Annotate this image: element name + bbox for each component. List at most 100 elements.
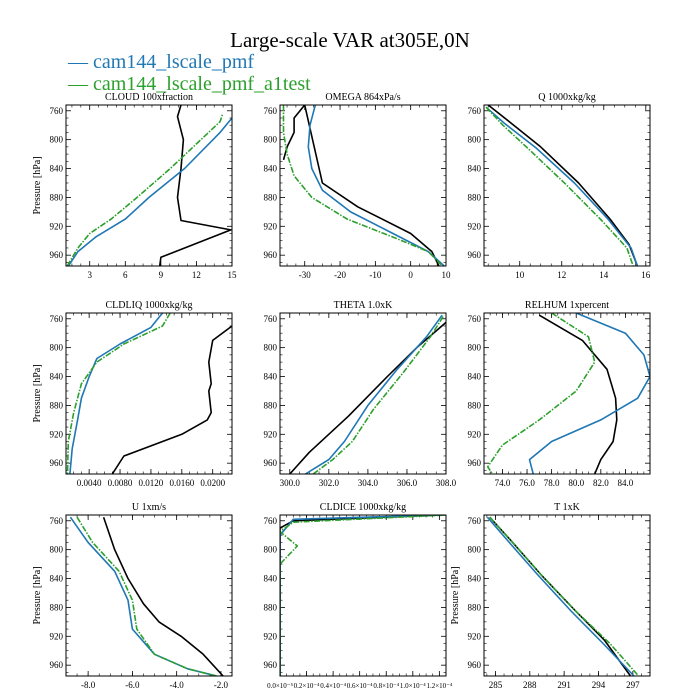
x-tick-label: 76.0 <box>519 478 535 488</box>
series-line-green <box>66 114 224 266</box>
y-axis-label: Pressure [hPa] <box>32 566 43 624</box>
x-tick-label: 78.0 <box>544 478 560 488</box>
x-tick-label: 288 <box>523 680 537 690</box>
x-tick-label: 10 <box>442 270 452 280</box>
series-line-black <box>158 105 232 266</box>
panel-2: OMEGA 864xPa/s 760 800 840 880 920 960 -30 -20 -1… <box>264 92 452 280</box>
x-tick-label: 0.0120 <box>139 478 164 488</box>
x-tick-label: -2.0 <box>214 680 229 690</box>
x-tick-label: 12 <box>557 270 566 280</box>
panel-title: RELHUM 1xpercent <box>525 300 609 311</box>
y-tick-label: 840 <box>264 372 278 382</box>
x-tick-label: 291 <box>557 680 571 690</box>
series-line-green <box>312 314 445 474</box>
y-tick-label: 920 <box>50 631 64 641</box>
x-tick-label: 10 <box>515 270 525 280</box>
y-tick-label: 760 <box>468 106 482 116</box>
series-line-green <box>485 106 634 266</box>
panel-title: CLOUD 100xfraction <box>105 92 193 103</box>
panel-title: T 1xK <box>554 502 580 513</box>
series-line-blue <box>528 313 650 474</box>
y-tick-label: 880 <box>264 602 278 612</box>
x-tick-label: 302.0 <box>319 478 340 488</box>
series-line-black <box>282 105 440 266</box>
series-line-green <box>76 516 217 676</box>
y-tick-label: 880 <box>50 192 64 202</box>
x-tick-label: -4.0 <box>170 680 185 690</box>
panel-1: CLOUD 100xfraction Pressure [hPa] 760 800 84… <box>32 92 237 280</box>
legend-entry-1: — cam144_lscale_pmf <box>68 52 254 72</box>
series-line-blue <box>280 515 443 676</box>
y-tick-label: 800 <box>468 135 482 145</box>
x-tick-label: 0.0200 <box>200 478 225 488</box>
y-tick-label: 840 <box>468 164 482 174</box>
y-tick-label: 960 <box>50 660 64 670</box>
y-tick-label: 920 <box>468 221 482 231</box>
y-tick-label: 760 <box>50 314 64 324</box>
x-tick-label: 306.0 <box>397 478 418 488</box>
plot-frame <box>65 312 233 475</box>
x-tick-label: 6 <box>123 270 128 280</box>
x-tick-label: 0.0080 <box>108 478 133 488</box>
series-line-green <box>282 105 444 266</box>
legend-swatch-1: — <box>68 51 88 73</box>
y-tick-label: 960 <box>264 660 278 670</box>
panel-title: OMEGA 864xPa/s <box>325 92 400 103</box>
y-tick-label: 880 <box>50 602 64 612</box>
plot-frame <box>483 104 651 267</box>
series-line-blue <box>304 314 443 474</box>
plot-frame <box>65 104 233 267</box>
panel-title: Q 1000xkg/kg <box>538 92 596 103</box>
y-tick-label: 840 <box>468 372 482 382</box>
y-tick-label: 760 <box>264 314 278 324</box>
y-tick-label: 920 <box>468 631 482 641</box>
x-tick-label: 0.0×10⁻⁵ <box>267 682 293 690</box>
panel-title: CLDICE 1000xkg/kg <box>320 502 406 513</box>
x-tick-label: 84.0 <box>618 478 634 488</box>
y-tick-label: 960 <box>50 458 64 468</box>
y-tick-label: 840 <box>50 372 64 382</box>
y-tick-label: 800 <box>264 135 278 145</box>
plot-frame <box>65 514 233 677</box>
y-tick-label: 760 <box>468 314 482 324</box>
x-tick-label: -30 <box>299 270 311 280</box>
series-line-blue <box>486 516 635 676</box>
y-tick-label: 880 <box>50 400 64 410</box>
plot-frame <box>483 312 651 475</box>
plot-frame <box>483 514 651 677</box>
y-tick-label: 920 <box>50 429 64 439</box>
x-tick-label: 0.8×10⁻⁴ <box>373 682 399 690</box>
x-tick-label: 15 <box>228 270 238 280</box>
x-tick-label: 74.0 <box>495 478 511 488</box>
x-tick-label: 300.0 <box>280 478 301 488</box>
x-tick-label: 0.4×10⁻⁴ <box>320 682 346 690</box>
y-tick-label: 920 <box>468 429 482 439</box>
series-line-black <box>538 314 618 474</box>
y-tick-label: 840 <box>50 574 64 584</box>
y-tick-label: 840 <box>264 164 278 174</box>
series-line-black <box>289 321 446 474</box>
series-line-blue <box>69 516 217 676</box>
y-axis-label: Pressure [hPa] <box>450 566 461 624</box>
series-line-black <box>102 516 224 676</box>
legend-swatch-2: — <box>68 73 88 95</box>
panel-4: CLDLIQ 1000xkg/kg Pressure [hPa] 760 800 840… <box>32 300 233 488</box>
x-tick-label: 0.0160 <box>169 478 194 488</box>
legend-label-1: cam144_lscale_pmf <box>93 51 255 73</box>
x-tick-label: 9 <box>159 270 164 280</box>
y-tick-label: 800 <box>468 343 482 353</box>
series-line-blue <box>69 313 164 474</box>
panel-6: RELHUM 1xpercent 760 800 840 880 920 960 74.0 76… <box>468 300 651 488</box>
panel-title: CLDLIQ 1000xkg/kg <box>106 300 193 311</box>
y-tick-label: 800 <box>468 545 482 555</box>
y-tick-label: 760 <box>264 516 278 526</box>
y-tick-label: 760 <box>50 516 64 526</box>
panel-9: T 1xK Pressure [hPa] 760 800 840 880 920 960 285… <box>450 502 651 690</box>
legend-entry-2: — cam144_lscale_pmf_a1test <box>68 74 311 94</box>
x-tick-label: 0 <box>408 270 413 280</box>
plot-frame <box>279 514 447 677</box>
y-tick-label: 760 <box>264 106 278 116</box>
x-tick-label: -8.0 <box>81 680 96 690</box>
y-tick-label: 800 <box>50 343 64 353</box>
x-tick-label: 0.2×10⁻⁴ <box>294 682 320 690</box>
